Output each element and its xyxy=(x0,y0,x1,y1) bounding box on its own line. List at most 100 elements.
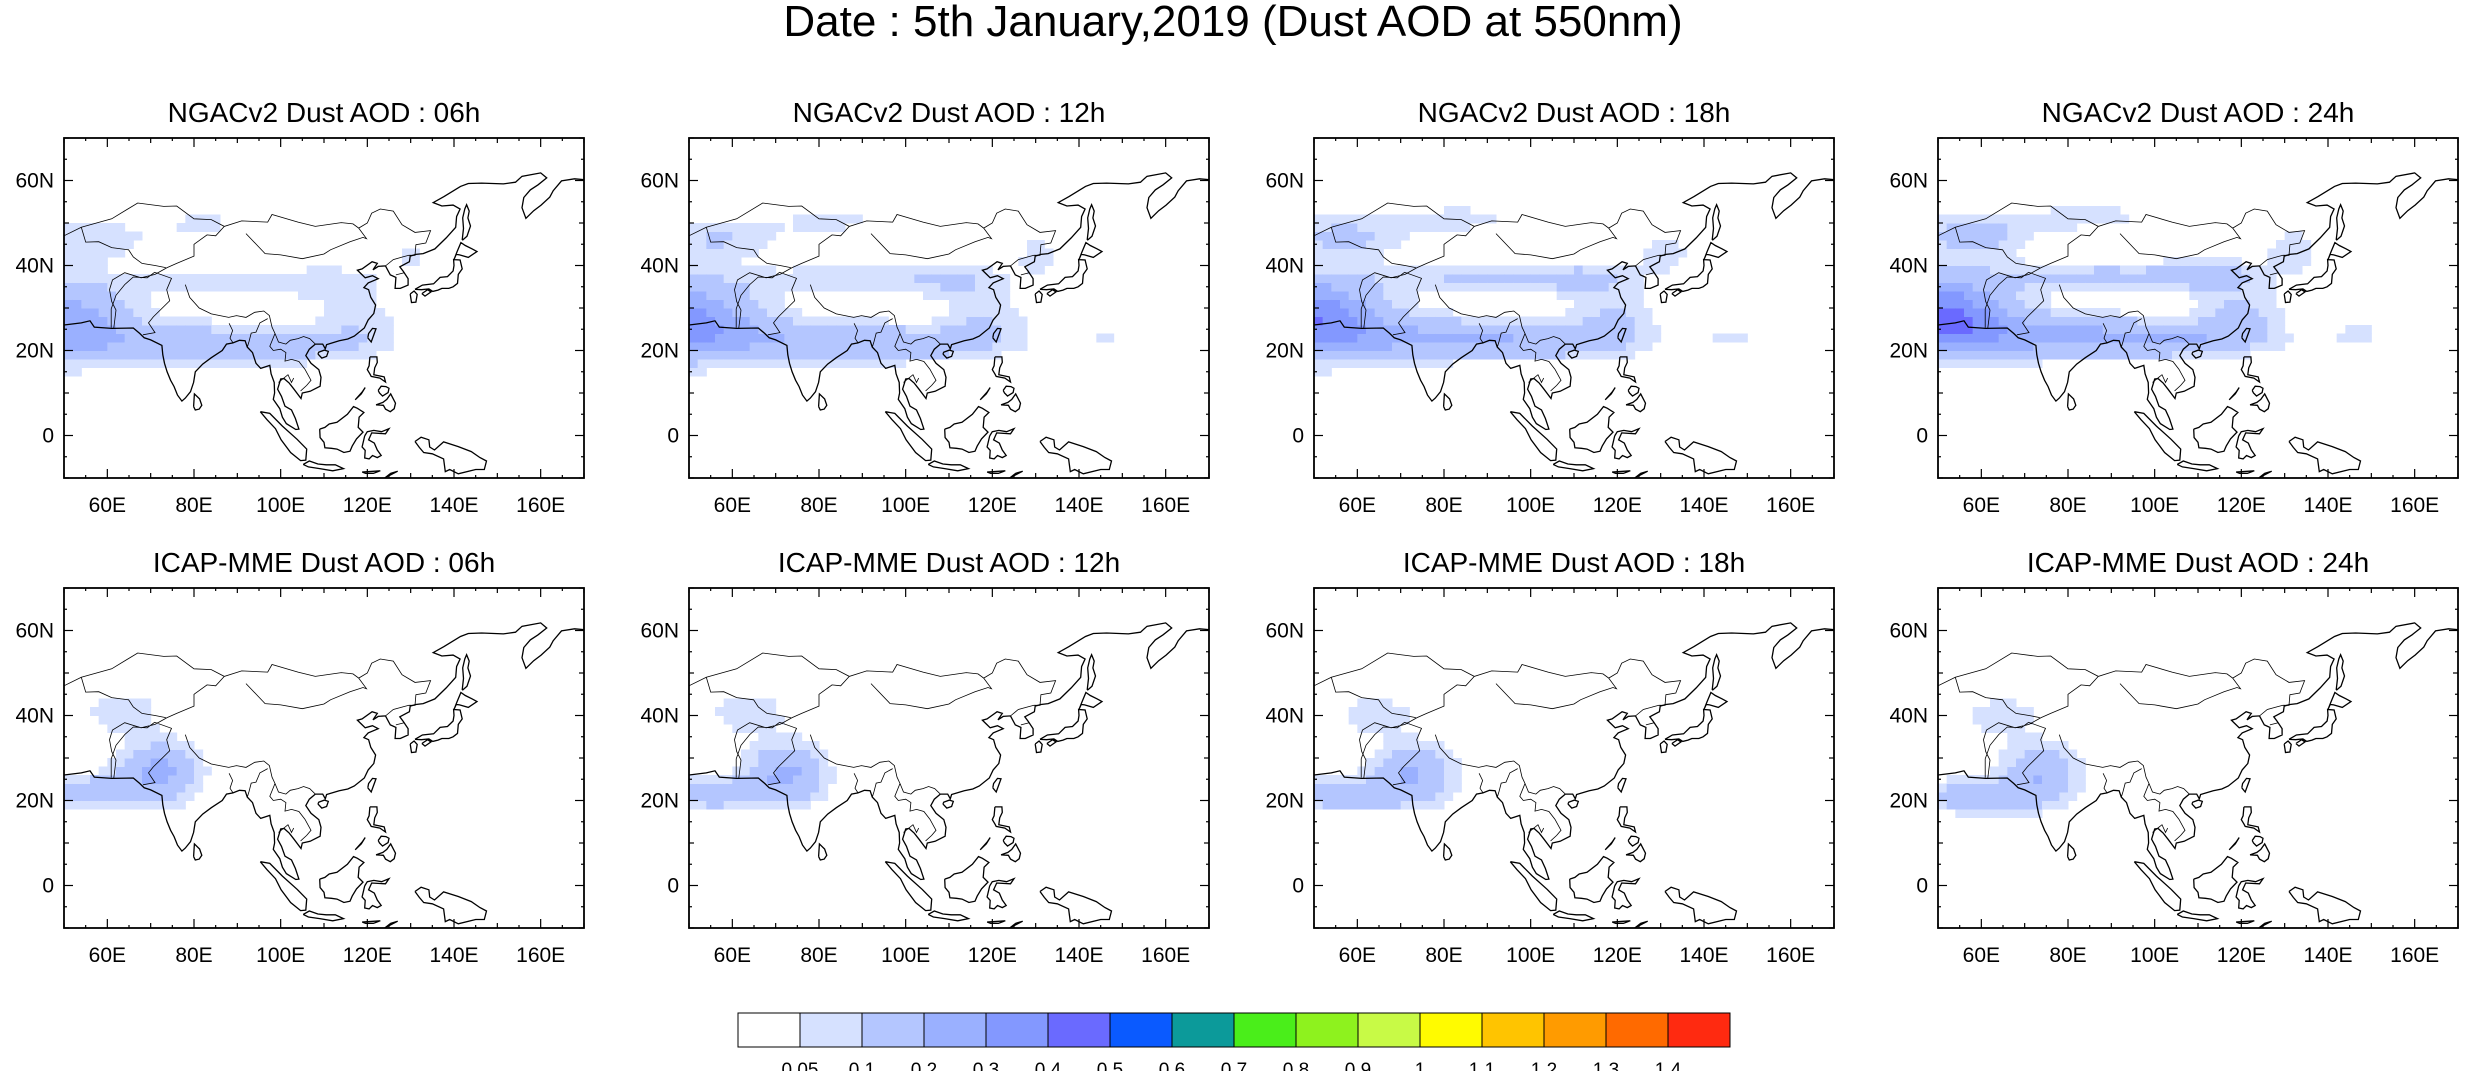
aod-cell xyxy=(1938,299,1948,309)
aod-cell xyxy=(957,342,967,351)
aod-cell xyxy=(64,325,74,334)
aod-cell xyxy=(793,325,803,334)
x-tick-label: 100E xyxy=(881,944,930,967)
aod-cell xyxy=(697,282,707,292)
aod-cell xyxy=(1678,248,1688,258)
aod-cell xyxy=(289,359,299,368)
aod-cell xyxy=(2042,766,2052,776)
aod-cell xyxy=(72,231,82,241)
y-tick-label: 20N xyxy=(640,790,679,813)
aod-cell xyxy=(862,316,872,326)
aod-cell xyxy=(350,274,360,283)
aod-cell xyxy=(2016,766,2026,776)
aod-cell xyxy=(1478,350,1488,360)
aod-cell xyxy=(350,299,360,309)
aod-cell xyxy=(324,265,334,275)
aod-cell xyxy=(715,282,725,292)
aod-cell xyxy=(1990,291,2000,300)
aod-cell xyxy=(263,342,273,351)
aod-cell xyxy=(1322,783,1332,793)
aod-cell xyxy=(879,359,889,368)
aod-cell xyxy=(940,333,950,343)
aod-cell xyxy=(2094,265,2104,275)
aod-cell xyxy=(758,359,768,368)
aod-cell xyxy=(168,766,178,776)
aod-cell xyxy=(1513,350,1523,360)
aod-cell xyxy=(1435,800,1445,810)
aod-cell xyxy=(168,758,178,767)
aod-cell xyxy=(801,265,811,275)
aod-cell xyxy=(1990,282,2000,292)
aod-cell xyxy=(116,231,126,241)
aod-cell xyxy=(1314,783,1324,793)
aod-cell xyxy=(150,342,160,351)
aod-cell xyxy=(185,274,195,283)
aod-cell xyxy=(706,342,716,351)
aod-cell xyxy=(775,749,785,759)
aod-cell xyxy=(1340,257,1350,266)
aod-cell xyxy=(1366,265,1376,275)
aod-cell xyxy=(1972,231,1982,241)
aod-cell xyxy=(1955,231,1965,241)
aod-cell xyxy=(116,325,126,334)
aod-cell xyxy=(784,800,794,810)
aod-cell xyxy=(2250,308,2260,317)
aod-cell xyxy=(1418,792,1428,801)
aod-cell xyxy=(185,775,195,784)
aod-cell xyxy=(775,316,785,326)
aod-cell xyxy=(827,265,837,275)
aod-cell xyxy=(133,766,143,776)
aod-cell xyxy=(159,741,169,750)
aod-cell xyxy=(2172,325,2182,334)
aod-cell xyxy=(150,282,160,292)
aod-cell xyxy=(1617,299,1627,309)
aod-cell xyxy=(871,342,881,351)
aod-cell xyxy=(2215,308,2225,317)
aod-cell xyxy=(81,359,91,368)
aod-cell xyxy=(957,299,967,309)
aod-cell xyxy=(2007,775,2017,784)
aod-cell xyxy=(194,766,204,776)
aod-cell xyxy=(1366,240,1376,249)
aod-cell xyxy=(1938,316,1948,326)
aod-cell xyxy=(767,732,777,742)
aod-cell xyxy=(133,308,143,317)
colorbar-swatch xyxy=(1605,1012,1669,1048)
aod-cell xyxy=(1964,325,1974,334)
aod-cell xyxy=(758,707,768,716)
aod-cell xyxy=(1409,291,1419,300)
aod-cell xyxy=(992,308,1002,317)
aod-cell xyxy=(2016,342,2026,351)
aod-cell xyxy=(1461,206,1471,215)
aod-cell xyxy=(1955,342,1965,351)
aod-cell xyxy=(2016,724,2026,733)
aod-cell xyxy=(150,783,160,793)
aod-cell xyxy=(2007,359,2017,368)
aod-cell xyxy=(723,299,733,309)
aod-cell xyxy=(1582,274,1592,283)
aod-cell xyxy=(367,342,377,351)
aod-cell xyxy=(1392,350,1402,360)
aod-cell xyxy=(194,749,204,759)
aod-cell xyxy=(1418,274,1428,283)
aod-cell xyxy=(957,350,967,360)
aod-cell xyxy=(168,359,178,368)
aod-cell xyxy=(237,350,247,360)
aod-cell xyxy=(1496,265,1506,275)
aod-cell xyxy=(2007,282,2017,292)
aod-cell xyxy=(159,325,169,334)
aod-cell xyxy=(2206,274,2216,283)
aod-cell xyxy=(324,308,334,317)
aod-cell xyxy=(1955,316,1965,326)
aod-cell xyxy=(1981,775,1991,784)
aod-cell xyxy=(194,783,204,793)
aod-cell xyxy=(1392,792,1402,801)
aod-cell xyxy=(2267,291,2277,300)
aod-cell xyxy=(1400,741,1410,750)
aod-cell xyxy=(133,333,143,343)
aod-cell xyxy=(410,257,420,266)
aod-cell xyxy=(2206,325,2216,334)
aod-cell xyxy=(1331,257,1341,266)
aod-cell xyxy=(1461,223,1471,232)
aod-cell xyxy=(897,274,907,283)
